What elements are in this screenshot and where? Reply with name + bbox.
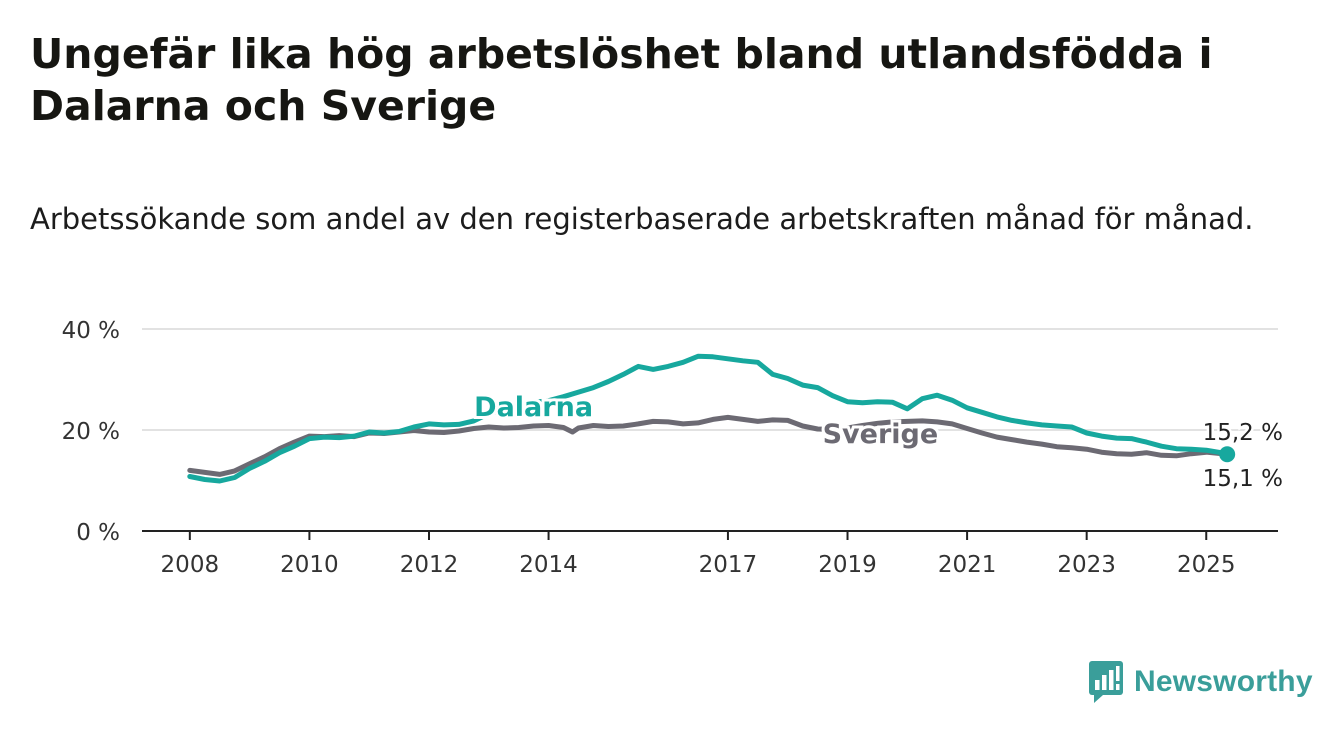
end-value-label-dalarna: 15,2 % [1203, 420, 1283, 446]
x-tick-label: 2019 [818, 552, 877, 578]
y-tick-label: 0 % [76, 520, 120, 546]
series-label-sverige: Sverige [823, 419, 939, 450]
x-tick-label: 2017 [699, 552, 758, 578]
x-tick-label: 2008 [161, 552, 220, 578]
series-line-dalarna [187, 353, 1230, 484]
x-tick-label: 2023 [1057, 552, 1116, 578]
chart-title: Ungefär lika hög arbetslöshet bland utla… [30, 30, 1213, 130]
line-chart: 0 % 20 % 40 % 2008 2010 2012 2014 2017 2019 2021… [62, 318, 1286, 578]
y-tick-label: 20 % [62, 419, 120, 445]
x-tick-label: 2014 [519, 552, 578, 578]
x-tick-label: 2025 [1177, 552, 1236, 578]
brand-name: Newsworthy [1134, 665, 1313, 698]
endpoint-marker-dalarna [1219, 446, 1236, 463]
newsworthy-logo-icon [1089, 661, 1123, 703]
chart-subtitle: Arbetssökande som andel av den registerb… [30, 202, 1254, 236]
series-labels: Dalarna Sverige 15,2 % 15,1 % [471, 389, 1285, 495]
x-tick-label: 2010 [280, 552, 339, 578]
newsworthy-logo: Newsworthy [1088, 660, 1313, 704]
series-lines [187, 353, 1236, 484]
x-axis-ticks: 2008 2010 2012 2014 2017 2019 2021 2023 2025 [161, 531, 1236, 578]
end-value-label-sverige: 15,1 % [1203, 466, 1283, 492]
x-tick-label: 2012 [400, 552, 459, 578]
y-axis-ticks: 0 % 20 % 40 % [62, 318, 120, 546]
y-tick-label: 40 % [62, 318, 120, 344]
x-tick-label: 2021 [938, 552, 997, 578]
series-label-dalarna: Dalarna [474, 392, 593, 423]
gridlines [142, 328, 1278, 532]
